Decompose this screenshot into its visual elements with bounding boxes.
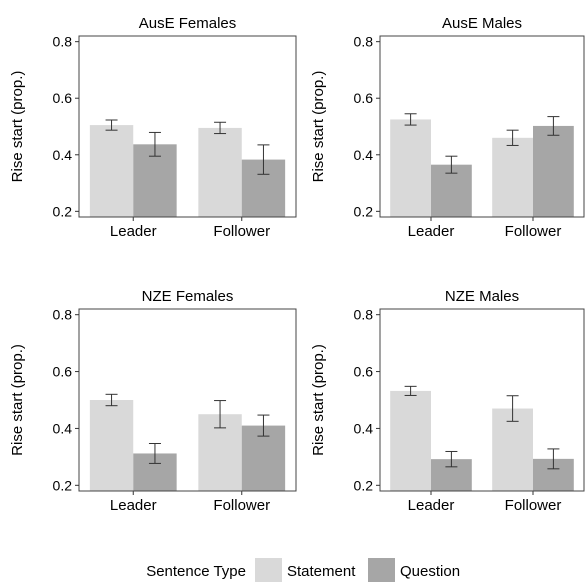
bar-statement-leader — [89, 400, 134, 491]
y-tick-label: 0.4 — [354, 420, 374, 436]
y-tick-label: 0.6 — [354, 90, 374, 106]
y-tick-label: 0.8 — [354, 307, 374, 323]
y-tick-label: 0.6 — [354, 364, 374, 380]
x-tick-label: Leader — [110, 223, 157, 240]
bar-statement-leader — [390, 390, 431, 491]
y-axis-label: Rise start (prop.) — [9, 344, 26, 456]
legend: Sentence Type Statement Question — [146, 558, 460, 582]
y-tick-label: 0.6 — [53, 90, 73, 106]
legend-swatch-question — [368, 558, 395, 582]
panel-4: NZE Males Leader Follower 0.2 0.4 0.6 0.8 Rise … — [310, 288, 585, 514]
y-tick-label: 0.8 — [53, 307, 73, 323]
y-tick-label: 0.4 — [53, 147, 73, 163]
x-tick-label: Leader — [408, 223, 455, 240]
panel-frame — [379, 308, 585, 492]
panel-frame — [379, 35, 585, 218]
y-tick-label: 0.4 — [53, 420, 73, 436]
legend-swatch-statement — [255, 558, 282, 582]
panel-title: AusE Females — [139, 15, 237, 32]
y-tick-label: 0.2 — [53, 477, 73, 493]
y-axis-label: Rise start (prop.) — [310, 71, 327, 183]
bar-statement-leader — [390, 119, 431, 217]
y-tick-label: 0.2 — [53, 203, 73, 219]
y-tick-label: 0.8 — [354, 34, 374, 50]
y-tick-label: 0.2 — [354, 203, 374, 219]
panel-2: AusE Males Leader Follower 0.2 0.4 0.6 0.8 Rise… — [310, 15, 585, 240]
panel-title: NZE Males — [445, 288, 519, 305]
x-tick-label: Leader — [408, 497, 455, 514]
y-tick-label: 0.4 — [354, 147, 374, 163]
bar-statement-follower — [492, 137, 533, 217]
panel-title: NZE Females — [142, 288, 234, 305]
panel-frame — [78, 35, 297, 218]
legend-label-question: Question — [400, 563, 460, 580]
bar-statement-follower — [492, 408, 533, 491]
x-tick-label: Follower — [505, 223, 562, 240]
y-axis-label: Rise start (prop.) — [310, 344, 327, 456]
bar-statement-follower — [198, 127, 242, 217]
legend-title: Sentence Type — [146, 563, 246, 580]
panel-3: NZE Females Leader Follower 0.2 0.4 0.6 0.8 Ris… — [9, 288, 297, 514]
panel-1: AusE Females Leader Follower 0.2 0.4 0.6 0.8 Ri… — [9, 15, 297, 240]
x-tick-label: Leader — [110, 497, 157, 514]
y-tick-label: 0.6 — [53, 364, 73, 380]
bar-question-follower — [533, 125, 574, 217]
x-tick-label: Follower — [213, 497, 270, 514]
panel-title: AusE Males — [442, 15, 522, 32]
legend-label-statement: Statement — [287, 563, 356, 580]
panel-frame — [78, 308, 297, 492]
x-tick-label: Follower — [213, 223, 270, 240]
bar-statement-leader — [89, 125, 134, 217]
x-tick-label: Follower — [505, 497, 562, 514]
y-axis-label: Rise start (prop.) — [9, 71, 26, 183]
y-tick-label: 0.2 — [354, 477, 374, 493]
y-tick-label: 0.8 — [53, 34, 73, 50]
